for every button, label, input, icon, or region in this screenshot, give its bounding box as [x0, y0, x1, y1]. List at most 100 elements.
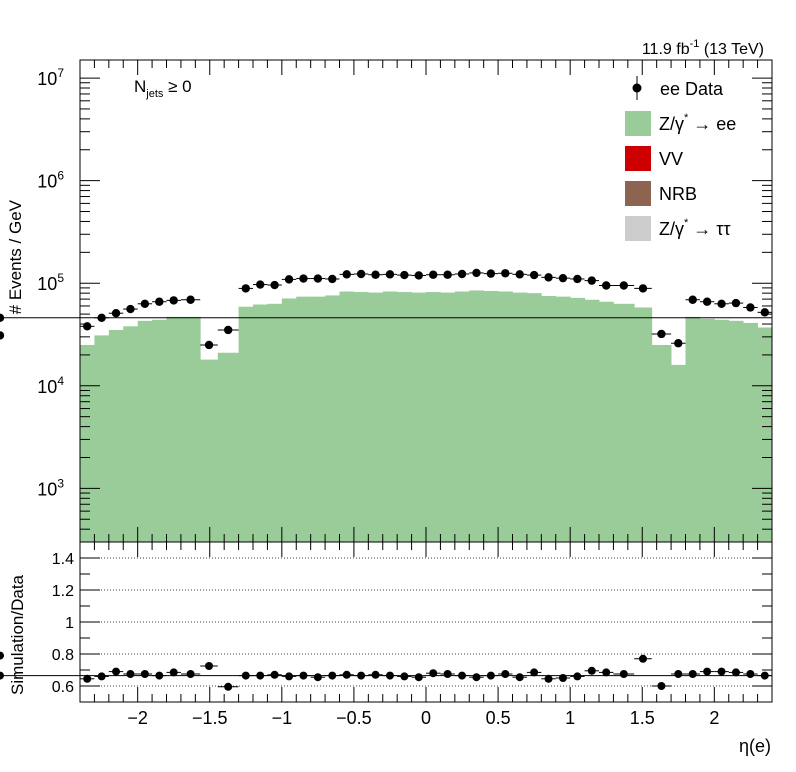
ratio-point — [270, 670, 279, 679]
mc-bar — [382, 291, 398, 542]
y-axis-label: # Events / GeV — [6, 199, 25, 314]
mc-bar — [512, 292, 528, 542]
ratio-point — [0, 671, 4, 680]
mc-bar — [166, 316, 182, 542]
x-tick-label: −1.5 — [192, 708, 228, 728]
mc-bar — [397, 292, 412, 542]
ratio-tick-label: 1.4 — [52, 551, 74, 568]
mc-bar — [123, 326, 139, 542]
ratio-point — [371, 670, 380, 679]
data-point — [414, 271, 423, 280]
ratio-point — [587, 666, 596, 675]
mc-bar — [469, 290, 485, 542]
mc-bar — [671, 364, 686, 542]
x-axis-label: η(e) — [739, 736, 771, 756]
mc-bar — [426, 292, 441, 542]
mc-bar — [743, 322, 758, 542]
category-label: Njets ≥ 0 — [134, 77, 192, 100]
data-point — [429, 270, 438, 279]
legend-label: ee Data — [660, 79, 724, 99]
ratio-point — [342, 670, 351, 679]
mc-bar — [440, 292, 456, 542]
data-point — [400, 270, 409, 280]
ratio-point — [313, 673, 322, 682]
data-point — [486, 269, 496, 278]
data-point — [746, 303, 755, 312]
data-point — [284, 275, 294, 284]
data-point — [457, 269, 467, 279]
legend-swatch — [625, 146, 651, 171]
y-tick-labels: 103 104 105 106 107 — [37, 66, 64, 499]
data-point — [155, 297, 164, 306]
ratio-point — [140, 670, 149, 678]
ratio-tick-label: 0.6 — [52, 679, 74, 696]
x-tick-label: 2 — [709, 708, 719, 728]
ratio-point — [501, 670, 510, 678]
ratio-point — [717, 667, 726, 676]
x-tick-label: −0.5 — [336, 708, 372, 728]
mc-bar — [200, 359, 219, 542]
ratio-point — [746, 670, 755, 678]
mc-bar — [325, 295, 340, 542]
x-tick-label: −1 — [272, 708, 293, 728]
data-point — [0, 313, 5, 323]
data-point — [111, 309, 121, 318]
ratio-point — [400, 672, 409, 681]
ratio-point — [638, 654, 647, 663]
mc-bar — [339, 291, 355, 542]
mc-bar — [137, 320, 153, 542]
data-point — [313, 274, 323, 283]
data-point — [688, 295, 697, 304]
data-point — [169, 296, 178, 305]
mc-bar — [613, 303, 635, 542]
data-point — [702, 297, 712, 306]
ratio-point — [472, 673, 481, 682]
mc-bar — [217, 352, 239, 542]
data-point — [356, 269, 366, 279]
x-tick-label: −2 — [127, 708, 148, 728]
mc-bar — [584, 299, 600, 542]
data-point — [371, 270, 380, 279]
ratio-point — [0, 651, 4, 660]
mc-bar — [728, 320, 744, 542]
mc-bar — [353, 292, 369, 542]
data-point — [602, 281, 611, 290]
ratio-point — [544, 674, 553, 683]
mc-bar — [651, 344, 672, 542]
mc-bar — [570, 297, 585, 542]
mc-bar — [699, 318, 715, 542]
data-point — [186, 295, 195, 304]
ratio-tick-label: 1.2 — [52, 583, 74, 600]
data-points-group — [0, 268, 772, 350]
x-tick-label: 1 — [565, 708, 575, 728]
mc-bar — [541, 296, 557, 542]
mc-bar — [296, 296, 312, 542]
y-tick-label: 105 — [37, 271, 64, 294]
ratio-point — [205, 662, 214, 670]
ratio-point — [285, 672, 294, 681]
ratio-point — [224, 682, 233, 691]
data-point — [270, 280, 279, 290]
data-point — [299, 274, 308, 283]
main-axis-ticks — [79, 60, 773, 543]
mc-bar — [411, 292, 427, 542]
mc-bar — [714, 319, 730, 542]
data-point — [760, 308, 769, 317]
ratio-point — [515, 673, 524, 682]
ratio-point — [530, 668, 539, 677]
mc-bar — [634, 307, 653, 542]
data-point — [573, 274, 582, 284]
data-point — [529, 270, 539, 280]
x-tick-label: 0 — [421, 708, 431, 728]
y-tick-label: 104 — [37, 374, 64, 397]
ratio-point — [703, 667, 712, 676]
mc-bar — [454, 291, 470, 542]
lumi-label: 11.9 fb-1 (13 TeV) — [642, 38, 764, 58]
data-point — [657, 329, 666, 339]
mc-bar — [281, 298, 297, 542]
mc-bar — [80, 344, 95, 542]
mc-bar — [368, 292, 384, 542]
mc-bar — [685, 316, 701, 542]
